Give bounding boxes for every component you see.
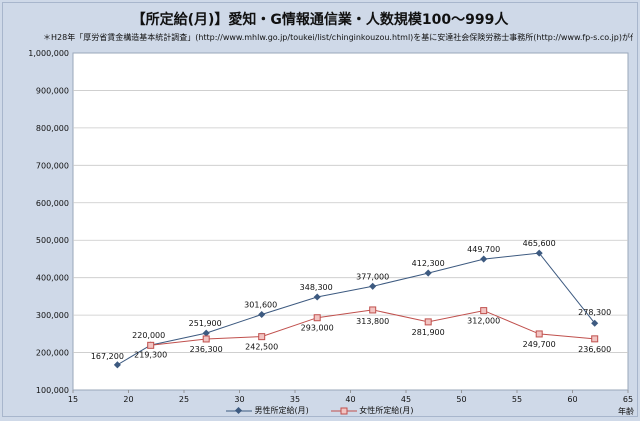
- y-tick-label: 400,000: [36, 274, 69, 283]
- y-tick-label: 900,000: [36, 86, 69, 95]
- chart-frame: 【所定給(月)】愛知・G情報通信業・人数規模100～999人 ＊H28年「厚労省…: [2, 2, 638, 417]
- legend-item-male: 男性所定給(月): [226, 405, 309, 416]
- data-point-male: [424, 269, 432, 277]
- y-tick-label: 200,000: [36, 349, 69, 358]
- series-line-0: [117, 252, 596, 366]
- data-label: 377,000: [356, 272, 389, 281]
- x-axis-label: 年齢: [618, 406, 634, 416]
- data-label: 465,600: [523, 239, 556, 248]
- data-label: 293,000: [301, 324, 334, 333]
- legend-key-male-icon: [226, 406, 253, 414]
- y-tick-label: 300,000: [36, 311, 69, 320]
- data-label: 249,700: [523, 340, 556, 349]
- data-label: 412,300: [412, 259, 445, 268]
- data-label: 348,300: [300, 283, 333, 292]
- data-label: 236,300: [190, 345, 223, 354]
- y-tick-label: 700,000: [36, 161, 69, 170]
- data-point-female: [147, 341, 155, 349]
- x-tick-label: 35: [290, 395, 300, 404]
- chart-subtitle: ＊H28年「厚労省賃金構造基本統計調査」(http://www.mhlw.go.…: [43, 33, 633, 42]
- x-tick-label: 65: [623, 395, 633, 404]
- data-point-male: [202, 329, 210, 337]
- x-tick-label: 15: [68, 395, 78, 404]
- x-tick-label: 30: [234, 395, 244, 404]
- y-tick-label: 600,000: [36, 199, 69, 208]
- data-point-male: [369, 282, 377, 290]
- data-point-female: [202, 335, 210, 343]
- legend-item-female: 女性所定給(月): [331, 405, 414, 416]
- x-tick-label: 40: [345, 395, 355, 404]
- data-point-male: [113, 361, 121, 369]
- data-point-male: [258, 310, 266, 319]
- data-point-male: [591, 319, 599, 327]
- plot-svg: 100,000 200,000 300,000 400,000 500,000 600,0…: [28, 49, 634, 416]
- data-point-female: [535, 330, 543, 338]
- data-label: 449,700: [467, 245, 500, 254]
- data-label: 313,800: [356, 317, 389, 326]
- data-label: 251,900: [189, 319, 222, 328]
- data-label: 167,200: [91, 352, 124, 361]
- data-label: 236,600: [578, 345, 611, 354]
- data-label: 219,300: [134, 350, 167, 359]
- plot-area: [72, 52, 629, 391]
- data-label: 220,000: [132, 331, 165, 340]
- data-label: 312,000: [467, 317, 500, 326]
- legend-label-male: 男性所定給(月): [254, 406, 309, 415]
- data-label: 242,500: [245, 343, 278, 352]
- legend-key-female-icon: [331, 407, 358, 414]
- data-point-female: [258, 333, 266, 341]
- y-tick-label: 100,000: [36, 386, 69, 395]
- data-label: 278,300: [578, 308, 611, 317]
- data-point-female: [591, 335, 599, 343]
- data-point-female: [369, 306, 377, 314]
- legend: 男性所定給(月) 女性所定給(月): [3, 405, 637, 416]
- x-tick-label: 55: [512, 395, 522, 404]
- data-label: 281,900: [412, 328, 445, 337]
- y-tick-label: 500,000: [36, 236, 69, 245]
- data-point-male: [535, 249, 543, 257]
- chart-title: 【所定給(月)】愛知・G情報通信業・人数規模100～999人: [131, 12, 509, 28]
- x-tick-label: 20: [123, 395, 133, 404]
- y-tick-label: 1,000,000: [28, 49, 69, 58]
- x-tick-label: 25: [179, 395, 189, 404]
- data-label: 301,600: [244, 301, 277, 310]
- x-tick-label: 60: [567, 395, 577, 404]
- data-point-female: [313, 314, 321, 322]
- x-tick-label: 45: [401, 395, 411, 404]
- data-point-female: [424, 318, 432, 326]
- y-tick-label: 800,000: [36, 124, 69, 133]
- data-point-male: [313, 293, 321, 301]
- x-tick-label: 50: [456, 395, 466, 404]
- data-point-female: [480, 307, 488, 315]
- legend-label-female: 女性所定給(月): [359, 406, 414, 415]
